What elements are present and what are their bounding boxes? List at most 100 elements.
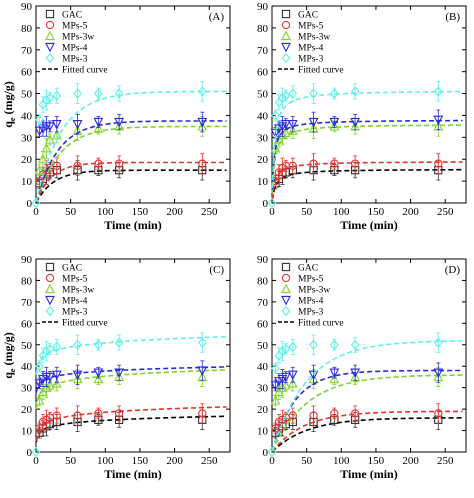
- data-point: [34, 395, 45, 405]
- legend-label: MPs-3: [62, 308, 88, 318]
- legend-marker: [45, 42, 55, 53]
- y-tick-label: 70: [21, 297, 33, 309]
- plot-frame: [271, 258, 467, 453]
- data-point: [280, 372, 291, 383]
- legend-label: MPs-5: [298, 22, 324, 32]
- series-MPs-4: [34, 111, 227, 202]
- y-tick-label: 20: [21, 404, 33, 416]
- data-point: [34, 164, 45, 175]
- y-tick-label: 0: [263, 198, 269, 210]
- x-tick-label: 150: [368, 455, 385, 467]
- legend-label: Fitted curve: [62, 319, 108, 329]
- data-point: [44, 134, 55, 144]
- legend-marker: [45, 30, 55, 41]
- series-GAC: [271, 409, 463, 453]
- data-point: [434, 159, 443, 168]
- y-tick-label: 30: [21, 383, 33, 395]
- data-point: [330, 88, 339, 99]
- plot-frame: [271, 5, 467, 204]
- y-tick-label: 40: [21, 110, 33, 122]
- legend-label: Fitted curve: [62, 66, 108, 76]
- data-point: [34, 379, 45, 389]
- legend-label: MPs-4: [62, 297, 88, 307]
- x-tick-label: 200: [166, 455, 183, 467]
- data-point: [270, 142, 281, 153]
- legend-label: MPs-3w: [62, 33, 94, 43]
- data-point: [41, 382, 52, 392]
- legend-label: MPs-3: [62, 55, 88, 65]
- legend-marker: [45, 262, 55, 272]
- legend-marker: [45, 295, 55, 306]
- x-tick-label: 100: [97, 206, 114, 218]
- y-tick-label: 0: [27, 447, 33, 459]
- x-tick-label: 100: [333, 455, 350, 467]
- data-point: [51, 377, 62, 388]
- legend-marker: [45, 20, 55, 30]
- y-tick-label: 80: [21, 23, 33, 35]
- data-point: [93, 117, 104, 128]
- data-point: [73, 161, 82, 170]
- y-tick-label: 60: [257, 318, 269, 330]
- legend-marker: [281, 305, 291, 317]
- panel-label: (D): [445, 264, 461, 276]
- x-axis-label: Time (min): [340, 218, 397, 232]
- legend-label: MPs-5: [62, 275, 88, 285]
- x-tick-label: 100: [97, 455, 114, 467]
- origin-point: [267, 197, 277, 209]
- data-point: [271, 363, 280, 374]
- data-point: [433, 368, 444, 379]
- x-axis-label: Time (min): [104, 467, 161, 481]
- legend-marker: [281, 52, 291, 64]
- data-point: [73, 339, 82, 351]
- data-point: [287, 125, 298, 135]
- data-point: [288, 88, 298, 99]
- legend-label: MPs-4: [298, 297, 324, 307]
- data-point: [280, 127, 291, 138]
- fitted-curve: [271, 168, 463, 201]
- legend-marker: [45, 52, 55, 64]
- legend-marker: [281, 262, 291, 272]
- fitted-curve: [35, 90, 227, 202]
- fitted-curve: [35, 366, 227, 393]
- y-tick-label: 10: [257, 176, 269, 188]
- data-point: [281, 90, 291, 102]
- data-point: [197, 86, 207, 97]
- data-point: [51, 120, 62, 130]
- y-tick-label: 20: [257, 404, 269, 416]
- data-point: [198, 409, 207, 418]
- panel-label: (C): [209, 264, 224, 276]
- data-point: [94, 339, 103, 351]
- series-MPs-3: [35, 81, 227, 202]
- series-MPs-3w: [34, 366, 227, 410]
- series-GAC: [35, 409, 227, 443]
- data-point: [114, 368, 125, 379]
- fitted-curve: [35, 125, 227, 203]
- data-point: [45, 343, 55, 355]
- x-tick-label: 50: [301, 206, 313, 218]
- legend-marker: [45, 9, 55, 19]
- data-point: [433, 115, 444, 126]
- data-point: [93, 123, 104, 133]
- data-point: [288, 161, 297, 170]
- legend-marker: [281, 9, 291, 19]
- y-tick-label: 90: [21, 254, 33, 266]
- series-MPs-3: [271, 81, 463, 188]
- x-tick-label: 150: [368, 206, 385, 218]
- y-tick-label: 10: [257, 426, 269, 438]
- plot-frame: [35, 5, 231, 204]
- y-tick-label: 70: [257, 45, 269, 57]
- series-MPs-4: [270, 109, 463, 190]
- origin-point: [31, 446, 41, 458]
- legend-marker: [45, 305, 55, 317]
- fitted-curve: [271, 161, 463, 199]
- y-tick-label: 80: [257, 275, 269, 287]
- y-tick-label: 60: [21, 67, 33, 79]
- origin-point: [31, 197, 41, 209]
- x-tick-label: 200: [402, 206, 419, 218]
- data-point: [72, 370, 83, 381]
- chart-panel-1: 0 50 100 150 200 250 0 10 20 30 40 50 60 70 80 90 Time (…: [1, 1, 231, 232]
- data-point: [329, 373, 340, 384]
- legend-marker: [281, 30, 291, 41]
